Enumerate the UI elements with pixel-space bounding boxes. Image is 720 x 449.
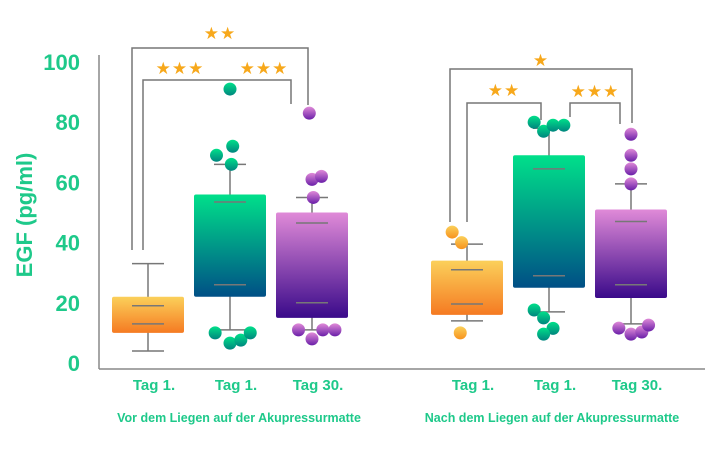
data-point [527, 303, 541, 317]
y-tick-label: 0 [68, 351, 80, 376]
data-point [453, 326, 467, 340]
significance-bracket [569, 102, 621, 124]
data-point [455, 236, 469, 250]
data-point [302, 106, 316, 120]
data-point [305, 332, 319, 346]
data-point [210, 148, 223, 162]
y-tick-label: 40 [56, 231, 80, 256]
group-label-before: Vor dem Liegen auf der Akupressurmatte [117, 411, 361, 425]
data-point [234, 333, 248, 347]
x-category-label: Tag 1. [534, 377, 576, 394]
data-point [223, 336, 237, 350]
x-category-label: Tag 1. [452, 377, 494, 394]
x-category-label: Tag 30. [293, 377, 344, 394]
data-point [292, 323, 305, 337]
data-point [537, 311, 551, 325]
significance-stars: ★★★ [571, 82, 620, 101]
box [112, 296, 184, 333]
data-point [537, 124, 551, 138]
data-point [226, 139, 240, 153]
y-tick-label: 60 [56, 170, 80, 195]
data-point [546, 118, 560, 132]
y-tick-label: 100 [43, 50, 80, 75]
data-point [527, 115, 541, 129]
y-tick-label: 80 [56, 110, 80, 135]
significance-stars: ★★ [488, 81, 520, 100]
data-point [642, 318, 656, 332]
significance-stars: ★★★ [240, 59, 289, 78]
x-category-label: Tag 30. [612, 377, 663, 394]
data-point [537, 327, 551, 341]
data-point [624, 327, 638, 341]
y-tick-label: 20 [56, 291, 80, 316]
data-point [445, 225, 459, 239]
y-axis-label: EGF (pg/ml) [12, 153, 37, 278]
box [431, 260, 503, 315]
significance-bracket [466, 102, 542, 222]
significance-stars: ★★ [204, 24, 236, 43]
data-point [624, 162, 638, 176]
data-point [624, 177, 638, 191]
data-point [314, 169, 328, 183]
x-category-label: Tag 1. [133, 377, 175, 394]
data-point [624, 148, 638, 162]
data-point [557, 118, 571, 132]
data-point [612, 321, 626, 335]
data-point [243, 326, 257, 340]
box [513, 155, 585, 288]
box [595, 209, 667, 298]
data-point [306, 190, 320, 204]
data-point [546, 321, 560, 335]
box [194, 194, 266, 297]
data-point [223, 82, 237, 96]
box [276, 212, 348, 318]
significance-bracket [449, 68, 633, 222]
data-point [624, 127, 638, 141]
group-label-after: Nach dem Liegen auf der Akupressurmatte [425, 411, 680, 425]
significance-bracket [142, 79, 292, 250]
data-point [316, 323, 330, 337]
significance-stars: ★ [533, 51, 549, 70]
data-point [224, 157, 238, 171]
data-point [208, 326, 222, 340]
x-category-label: Tag 1. [215, 377, 257, 394]
significance-bracket [131, 47, 309, 250]
data-point [328, 323, 342, 337]
significance-stars: ★★★ [156, 59, 205, 78]
